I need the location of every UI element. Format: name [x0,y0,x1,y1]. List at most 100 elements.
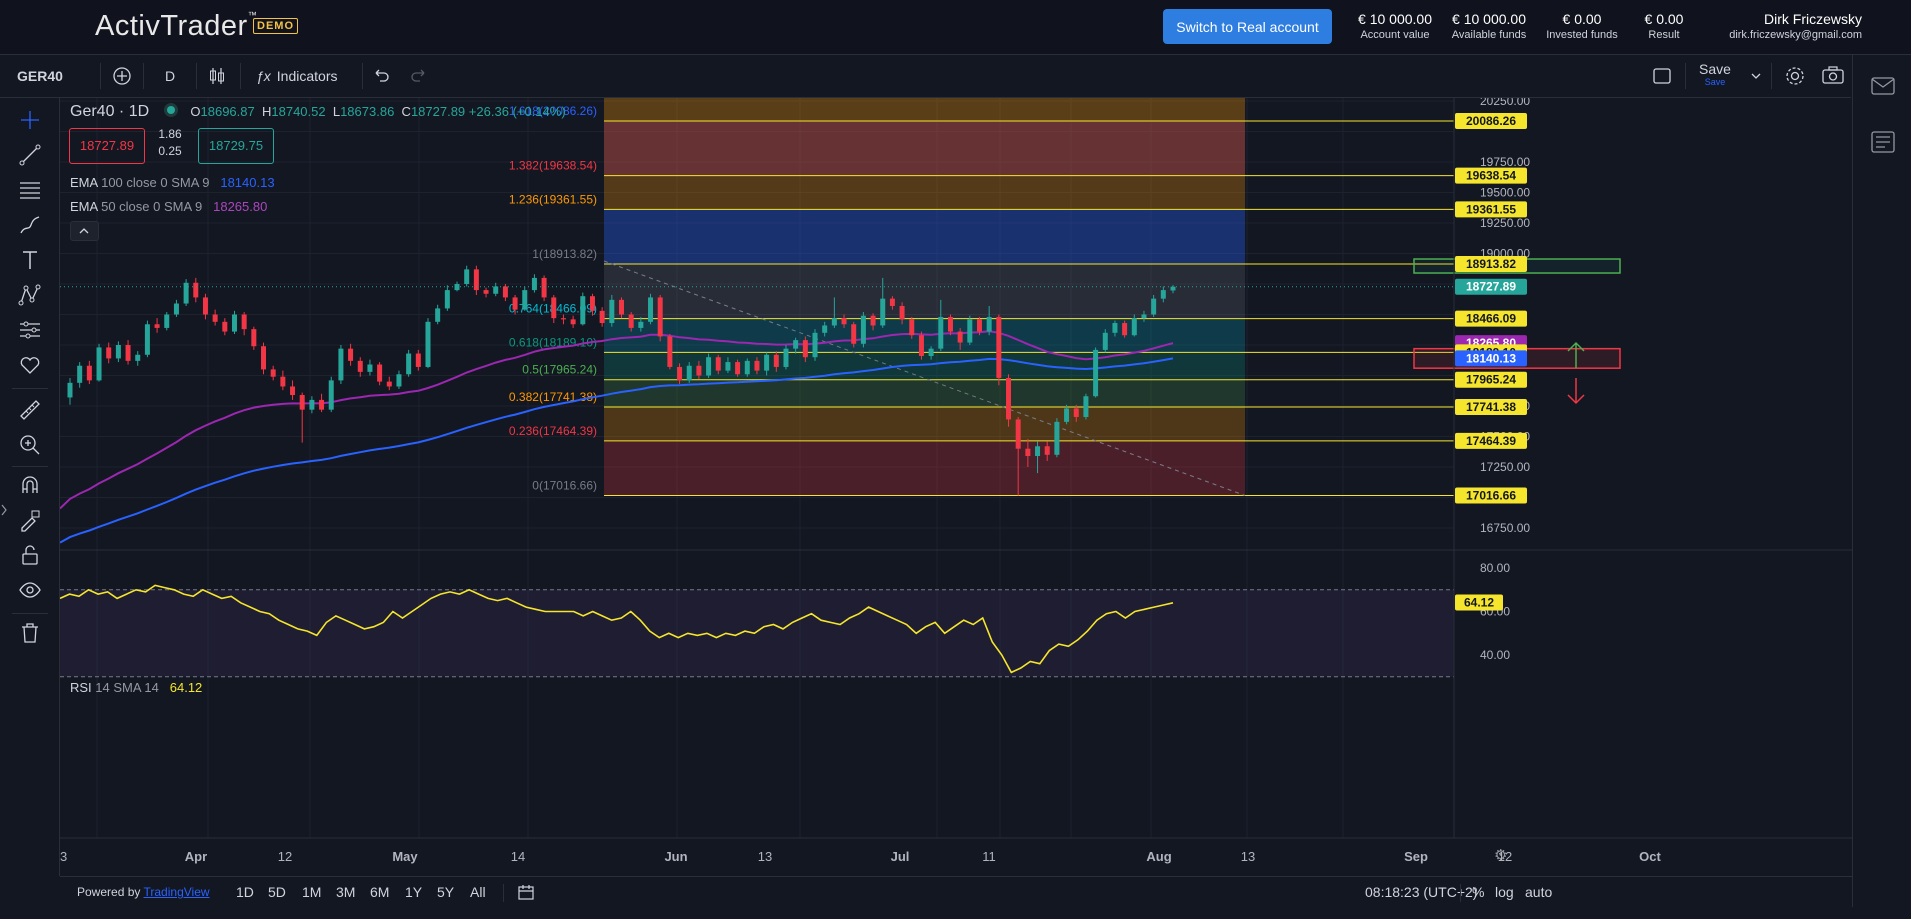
ema50-legend[interactable]: EMA 50 close 0 SMA 9 18265.80 [70,199,268,214]
chevron-down-icon[interactable] [1750,55,1762,97]
mail-icon[interactable] [1871,77,1895,100]
user-name: Dirk Friczewsky [1764,11,1862,27]
collapse-legend-button[interactable] [70,221,99,241]
prediction-icon[interactable] [18,318,42,342]
fib-zone [604,264,1245,319]
candle-body [502,286,508,298]
range-6m[interactable]: 6M [370,884,390,900]
percent-toggle[interactable]: % [1472,884,1485,900]
pattern-icon[interactable] [18,283,42,307]
buy-button[interactable]: 18729.75 [198,128,274,164]
switch-to-real-button[interactable]: Switch to Real account [1163,9,1332,44]
rsi-legend[interactable]: RSI 14 SMA 14 64.12 [70,680,203,695]
candle-body [1073,408,1079,417]
candle-body [154,324,160,328]
candle-body [464,269,470,284]
save-button[interactable]: Save Save [1698,61,1732,87]
symbol-legend[interactable]: Ger40 · 1D O18696.87 H18740.52 L18673.86… [70,103,566,121]
ema100-legend[interactable]: EMA 100 close 0 SMA 9 18140.13 [70,175,275,190]
result-stat: € 0.00 Result [1644,11,1684,41]
fib-zone [604,407,1245,441]
candle-body [570,319,576,325]
symbol-selector[interactable]: GER40 [17,68,63,84]
candle-body [425,321,431,367]
candle-body [899,305,905,320]
drawing-toolbar [0,98,60,876]
gear-icon[interactable] [1784,55,1806,97]
range-5y[interactable]: 5Y [437,884,455,900]
spread: 1.86 0.25 [155,127,185,158]
range-1y[interactable]: 1Y [405,884,423,900]
redo-icon[interactable] [410,55,428,97]
candle-body [628,314,634,328]
time-tick: Sep [1404,849,1428,864]
log-toggle[interactable]: log [1495,884,1514,900]
chevron-up-icon [79,228,89,234]
brush-icon[interactable] [18,213,42,237]
tradingview-link[interactable]: TradingView [143,885,210,899]
candles-icon[interactable] [207,55,227,97]
range-3m[interactable]: 3M [336,884,356,900]
layout-icon[interactable] [1652,55,1672,97]
arrow-down-icon [1567,378,1585,405]
user-profile[interactable]: Dirk Friczewsky dirk.friczewsky@gmail.co… [1729,11,1862,41]
candle-body [967,319,973,343]
date-range-icon[interactable] [518,877,534,908]
divider [503,884,504,902]
price-label: 18466.09 [1466,312,1516,326]
trash-icon[interactable] [18,621,42,645]
rsi-tick: 40.00 [1480,648,1510,662]
chevron-right-icon[interactable] [0,503,8,522]
candle-body [735,362,741,375]
candle-body [860,315,866,344]
ruler-icon[interactable] [18,398,42,422]
indicators-button[interactable]: ƒx Indicators [256,55,338,97]
candle-body [1122,323,1128,336]
trendline-icon[interactable] [18,143,42,167]
demo-badge: DEMO [253,18,298,34]
range-1m[interactable]: 1M [302,884,322,900]
news-icon[interactable] [1871,131,1895,158]
range-1d[interactable]: 1D [236,884,254,900]
range-5d[interactable]: 5D [268,884,286,900]
price-chart[interactable]: 1.618(20086.26) 1.382(19638.54) 1.236(1936… [60,98,1852,876]
price-tick: 19250.00 [1480,216,1530,230]
magnet-icon[interactable] [18,473,42,497]
add-symbol-icon[interactable] [112,55,132,97]
candle-body [764,354,770,371]
draw-lock-icon[interactable] [18,508,42,532]
fibonacci-retracement[interactable]: 1.618(20086.26) 1.382(19638.54) 1.236(1936… [509,98,1454,496]
time-axis[interactable]: 13 Apr 12 May 14 Jun 13 Jul 11 Aug 13 Sep 12 Oct [60,837,1852,864]
camera-icon[interactable] [1821,55,1845,97]
clock-time[interactable]: 08:18:23 (UTC+2) [1365,884,1478,900]
price-label: 18727.89 [1466,280,1516,294]
rsi-line [60,584,1174,674]
candle-body [396,374,402,387]
lock-icon[interactable] [18,543,42,567]
fib-level-label: 1(18913.82) [532,247,597,261]
eye-icon[interactable] [18,578,42,602]
divider [362,63,363,89]
candle-body [1015,419,1021,449]
heart-icon[interactable] [18,353,42,377]
interval-selector[interactable]: D [165,68,176,84]
bottom-bar: Powered by TradingView 1D 5D 1M 3M 6M 1Y… [60,876,1852,908]
candle-body [783,348,789,367]
undo-icon[interactable] [372,55,390,97]
candle-body [841,318,847,325]
fib-zone [604,209,1245,265]
auto-toggle[interactable]: auto [1525,884,1553,900]
fib-tool-icon[interactable] [18,178,42,202]
fib-zone [604,120,1245,176]
text-icon[interactable] [18,248,42,272]
price-tick: 17250.00 [1480,460,1530,474]
crosshair-icon[interactable] [18,108,42,132]
candle-body [589,296,595,311]
candle-body [251,329,257,347]
zoom-in-icon[interactable] [18,433,42,457]
range-all[interactable]: All [470,884,486,900]
divider [100,63,101,89]
price-label-bg [1455,371,1527,388]
market-status-icon [166,106,175,114]
sell-button[interactable]: 18727.89 [69,128,145,164]
